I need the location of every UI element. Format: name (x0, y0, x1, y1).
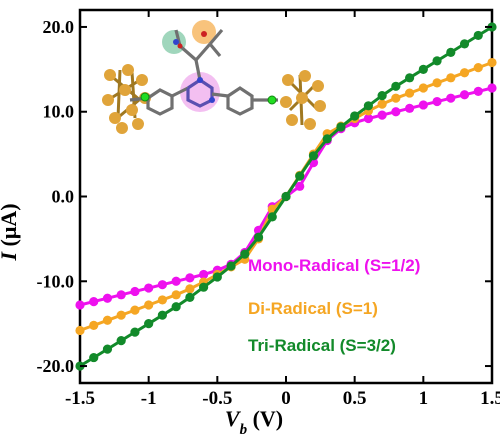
x-axis-title: Vb (V) (225, 406, 283, 434)
data-point (281, 191, 291, 202)
y-tick-label: 10.0 (43, 102, 75, 122)
x-tick-label: -1.5 (65, 388, 95, 409)
data-point (473, 63, 483, 73)
data-point (185, 284, 195, 294)
data-point (473, 86, 483, 96)
data-point (308, 151, 319, 161)
data-point (418, 83, 428, 93)
x-tick-label: 1 (419, 388, 429, 409)
data-point (185, 273, 195, 283)
data-point (199, 282, 209, 292)
data-point (102, 344, 113, 354)
data-point (185, 292, 195, 302)
data-point (130, 327, 140, 337)
data-point (487, 83, 497, 93)
data-point (336, 122, 346, 132)
data-point (130, 305, 140, 315)
data-point (432, 56, 442, 66)
data-point (295, 181, 305, 191)
data-point (171, 302, 181, 312)
data-point (240, 249, 250, 259)
data-point (446, 47, 456, 57)
data-point (171, 290, 181, 300)
x-tick-label: -1 (141, 388, 157, 409)
data-point (322, 134, 332, 144)
data-point (391, 107, 401, 117)
data-point (157, 295, 167, 305)
data-point (391, 93, 401, 103)
data-point (391, 81, 401, 91)
y-axis-title: I (μA) (0, 203, 21, 261)
data-point (418, 100, 428, 110)
data-point (487, 57, 497, 68)
data-point (89, 297, 99, 307)
data-point (89, 352, 99, 363)
data-point (116, 290, 126, 300)
y-tick-label: -20.0 (37, 356, 75, 376)
data-point (226, 261, 236, 271)
y-tick-label: -10.0 (37, 271, 75, 291)
data-point (459, 68, 470, 78)
legend-entry: Tri-Radical (S=3/2) (248, 336, 396, 355)
data-point (446, 93, 456, 103)
data-point (459, 39, 470, 49)
series-layer (75, 22, 497, 371)
right-gold-electrode (280, 70, 326, 130)
data-point (157, 310, 167, 320)
series-tri-radical-s-3-2 (75, 22, 497, 371)
x-tick-label: 0.5 (343, 388, 367, 409)
data-point (377, 91, 387, 101)
data-point (377, 110, 387, 120)
data-point (212, 272, 222, 282)
data-point (75, 325, 85, 336)
data-point (377, 99, 387, 109)
data-point (418, 64, 428, 74)
data-point (144, 283, 154, 293)
data-point (363, 101, 373, 111)
data-point (432, 96, 442, 107)
data-point (89, 320, 99, 330)
tick-layer: -1.5 -1 -0.5 0 0.5 1 1.5 -20.0 -10.0 0.0 10.0 20.0 (37, 10, 500, 409)
data-point (363, 113, 373, 124)
y-tick-label: 20.0 (43, 17, 75, 37)
molecular-structure-inset (102, 20, 326, 134)
y-tick-label: 0.0 (52, 187, 75, 207)
legend-entry: Mono-Radical (S=1/2) (248, 256, 420, 275)
legend-entry: Di-Radical (S=1) (248, 299, 378, 318)
data-point (144, 300, 154, 310)
data-point (267, 212, 277, 222)
data-point (116, 310, 126, 320)
data-point (116, 336, 126, 346)
data-point (130, 286, 140, 297)
data-point (459, 90, 470, 100)
data-point (75, 300, 85, 310)
data-point (295, 171, 305, 181)
data-point (473, 30, 483, 41)
data-point (102, 315, 113, 325)
data-point (253, 232, 264, 242)
data-point (405, 103, 415, 113)
data-point (405, 88, 415, 98)
data-point (157, 280, 167, 290)
data-point (171, 276, 181, 286)
data-point (199, 269, 209, 280)
x-tick-label: 0 (281, 388, 291, 409)
legend: Mono-Radical (S=1/2) Di-Radical (S=1) Tri-… (248, 256, 420, 355)
x-tick-label: -0.5 (202, 388, 232, 409)
data-point (405, 73, 415, 83)
data-point (432, 78, 442, 88)
data-point (144, 319, 154, 329)
x-tick-label: 1.5 (480, 388, 500, 409)
data-point (102, 293, 113, 303)
data-point (446, 73, 456, 83)
data-point (350, 111, 360, 121)
